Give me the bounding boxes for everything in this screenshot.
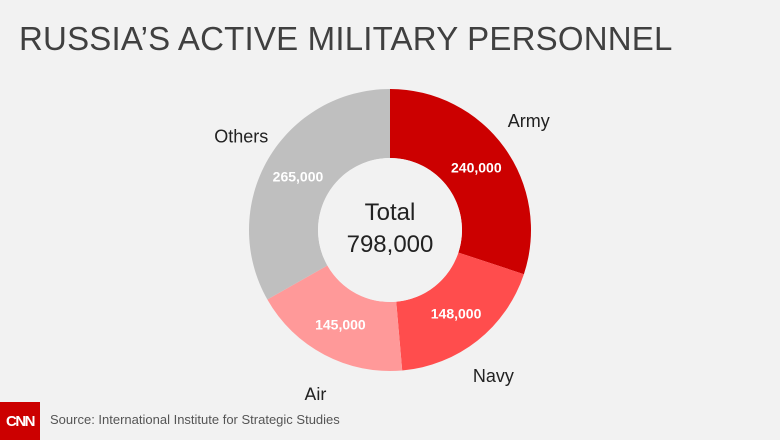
- slice-navy: [396, 252, 524, 371]
- center-label-value: 798,000: [347, 231, 434, 258]
- category-label-others: Others: [214, 126, 268, 146]
- donut-hole: [318, 158, 462, 302]
- footer: CNN Source: International Institute for …: [0, 402, 780, 440]
- value-label-army: 240,000: [451, 160, 502, 176]
- value-label-others: 265,000: [273, 168, 324, 184]
- cnn-logo: CNN: [0, 402, 40, 440]
- value-labels-group: 240,000 148,000 145,000 265,000: [273, 160, 502, 333]
- category-label-air: Air: [304, 385, 326, 400]
- category-label-army: Army: [508, 111, 550, 131]
- source-note: Source: International Institute for Stra…: [50, 412, 340, 427]
- value-label-navy: 148,000: [431, 306, 482, 322]
- slice-others: [249, 89, 390, 300]
- donut-chart: 240,000 148,000 145,000 265,000 Army Navy Air…: [214, 89, 550, 400]
- category-label-navy: Navy: [473, 366, 514, 386]
- value-label-air: 145,000: [315, 316, 366, 332]
- category-labels-group: Army Navy Air Others: [214, 111, 549, 400]
- slice-army: [390, 89, 531, 275]
- slices-group: [249, 89, 531, 372]
- slice-air: [267, 265, 403, 372]
- center-label-total: Total: [365, 199, 416, 226]
- chart-title: RUSSIA’S ACTIVE MILITARY PERSONNEL: [19, 20, 673, 57]
